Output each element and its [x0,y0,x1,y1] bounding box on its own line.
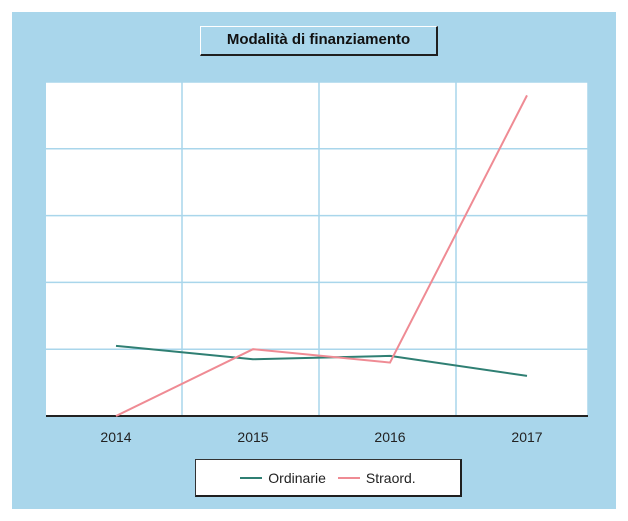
legend-swatch-straord [337,476,360,479]
chart-title: Modalità di finanziamento [200,26,438,56]
series-line-ordinarie [115,344,528,377]
plot-area [46,82,588,416]
x-tick-label: 2017 [511,429,542,445]
x-tick-label: 2015 [237,429,268,445]
series-group [115,94,528,417]
x-axis: 2014 2015 2016 2017 [46,415,588,445]
series-line-straord [115,94,528,417]
x-tick-label: 2014 [100,429,131,445]
chart-svg: 2014 2015 2016 2017 [46,81,589,445]
legend-label-ordinarie: Ordinarie [268,469,326,486]
legend: Ordinarie Straord. [195,459,462,497]
legend-item-straord: Straord. [337,469,416,486]
legend-item-ordinarie: Ordinarie [240,470,326,486]
legend-swatch-ordinarie [240,476,263,479]
legend-label-straord: Straord. [365,469,416,486]
grid [46,81,589,416]
x-tick-label: 2016 [374,429,405,445]
chart-frame: Modalità di finanziamento 2014 2015 2016 20… [12,12,616,509]
